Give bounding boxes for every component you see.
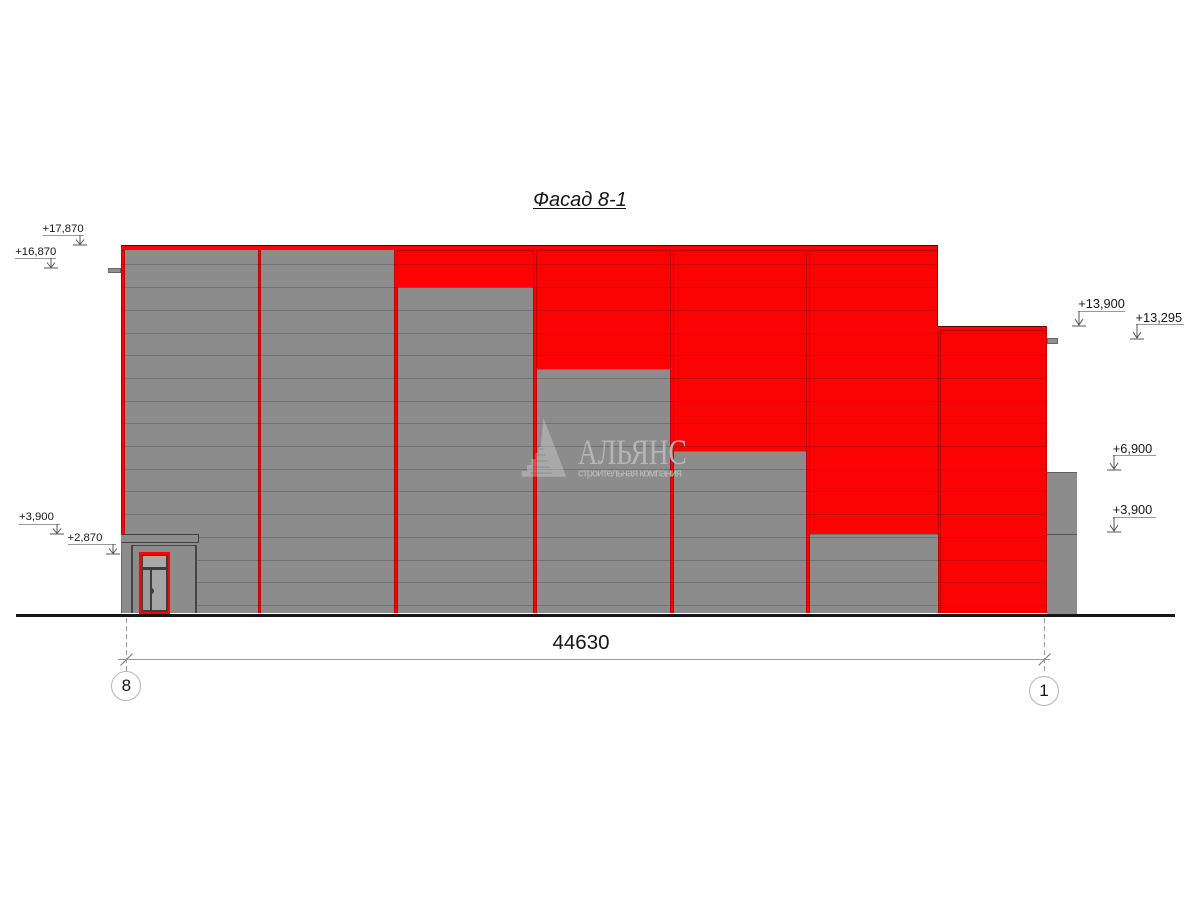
svg-text:строительная компания: строительная компания bbox=[578, 468, 682, 480]
svg-text:АЛЬЯНС: АЛЬЯНС bbox=[578, 432, 687, 471]
